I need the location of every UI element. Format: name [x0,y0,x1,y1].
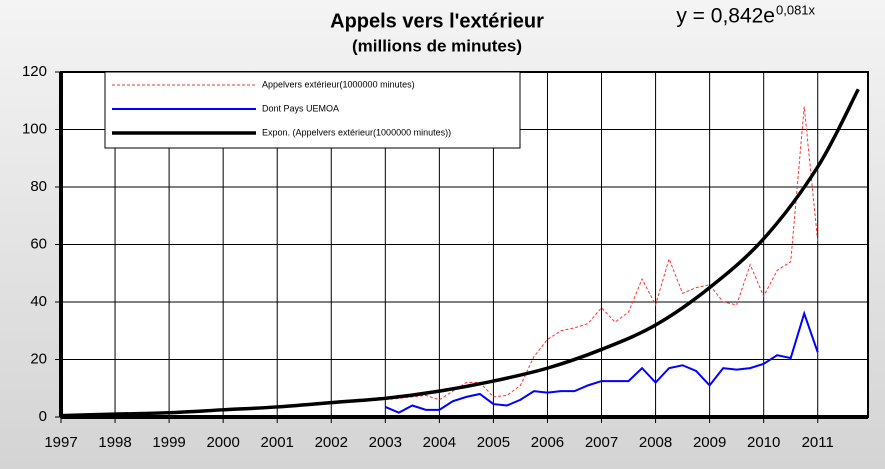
x-tick-label: 2006 [531,434,564,451]
y-tick-label: 40 [30,293,47,310]
chart-subtitle: (millions de minutes) [352,36,522,55]
x-tick-label: 2000 [206,434,239,451]
legend-label: Expon. (Appelvers extérieur(1000000 minu… [262,127,451,137]
y-tick-label: 80 [30,178,47,195]
x-tick-label: 2009 [693,434,726,451]
x-tick-label: 2011 [802,434,834,451]
x-tick-label: 2003 [369,434,402,451]
x-tick-label: 2007 [585,434,618,451]
legend-label: Appelvers extérieur(1000000 minutes) [262,79,415,89]
equation: y = 0,842e [676,5,775,28]
x-tick-label: 2001 [261,434,294,451]
series-line [384,310,819,414]
x-tick-label: 2010 [747,434,780,451]
chart-title: Appels vers l'extérieur [330,10,544,32]
equation-exponent: 0,081x [776,2,816,17]
y-tick-label: 100 [22,120,47,137]
y-tick-label: 60 [30,235,47,252]
x-tick-label: 1997 [44,434,77,451]
x-tick-label: 2005 [477,434,510,451]
y-tick-label: 20 [30,350,47,367]
y-tick-label: 120 [22,63,47,80]
x-tick-label: 2002 [315,434,348,451]
x-tick-label: 2008 [639,434,672,451]
legend-label: Dont Pays UEMOA [262,103,339,113]
x-tick-label: 1999 [152,434,185,451]
series-line [60,88,860,418]
x-tick-label: 2004 [423,434,456,451]
y-tick-label: 0 [39,408,47,425]
x-tick-label: 1998 [98,434,131,451]
